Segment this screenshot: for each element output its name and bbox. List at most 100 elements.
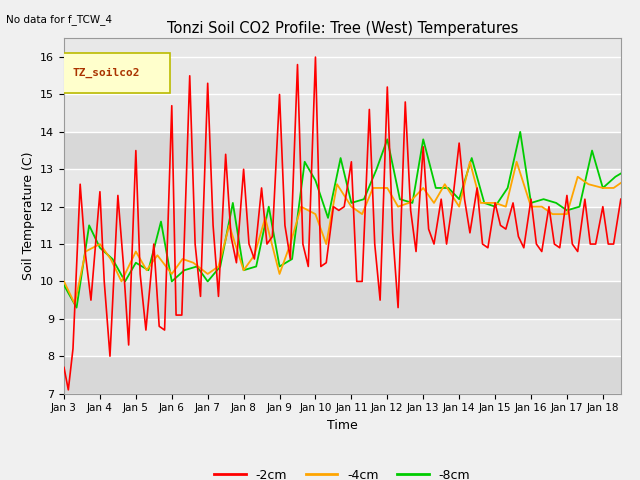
Bar	[64, 169, 621, 207]
-4cm	[527, 204, 535, 210]
-4cm	[250, 252, 258, 258]
-8cm	[396, 196, 404, 202]
-2cm	[161, 327, 168, 333]
-8cm	[563, 207, 571, 213]
-8cm	[540, 196, 547, 202]
-8cm	[324, 215, 332, 221]
X-axis label: Time: Time	[327, 419, 358, 432]
-8cm	[624, 167, 632, 172]
-2cm	[492, 200, 499, 206]
Line: -8cm: -8cm	[64, 132, 628, 308]
Bar	[64, 319, 621, 356]
-4cm	[96, 241, 104, 247]
-4cm	[383, 185, 391, 191]
-8cm	[301, 159, 308, 165]
-4cm	[394, 204, 402, 210]
-4cm	[323, 241, 330, 247]
Bar	[64, 95, 621, 132]
Line: -4cm: -4cm	[64, 162, 625, 304]
-4cm	[276, 271, 284, 277]
-4cm	[574, 174, 582, 180]
-4cm	[513, 159, 520, 165]
-8cm	[121, 278, 129, 284]
-4cm	[154, 252, 161, 258]
Title: Tonzi Soil CO2 Profile: Tree (West) Temperatures: Tonzi Soil CO2 Profile: Tree (West) Temp…	[166, 21, 518, 36]
-4cm	[168, 271, 175, 277]
-2cm	[299, 241, 307, 247]
-8cm	[204, 278, 212, 284]
-4cm	[430, 200, 438, 206]
Bar	[64, 132, 621, 169]
-4cm	[369, 185, 377, 191]
Bar	[64, 356, 621, 394]
-4cm	[466, 159, 474, 165]
-8cm	[145, 267, 152, 273]
-4cm	[240, 267, 248, 273]
-8cm	[588, 148, 596, 154]
-8cm	[109, 256, 116, 262]
Bar	[64, 281, 621, 319]
-4cm	[548, 211, 556, 217]
-8cm	[229, 200, 237, 206]
-4cm	[610, 185, 618, 191]
-8cm	[265, 204, 273, 210]
-4cm	[179, 256, 186, 262]
-4cm	[538, 204, 546, 210]
Bar	[64, 244, 621, 281]
-8cm	[504, 185, 511, 191]
-8cm	[168, 278, 175, 284]
-8cm	[73, 305, 81, 311]
Line: -2cm: -2cm	[64, 57, 621, 390]
-8cm	[408, 200, 416, 206]
Bar	[64, 207, 621, 244]
-4cm	[214, 264, 222, 269]
-8cm	[527, 200, 535, 206]
Text: No data for f_TCW_4: No data for f_TCW_4	[6, 14, 113, 25]
-4cm	[204, 271, 212, 277]
-4cm	[348, 204, 355, 210]
-4cm	[455, 204, 463, 210]
-8cm	[348, 200, 355, 206]
-8cm	[276, 264, 284, 269]
-4cm	[333, 181, 341, 187]
-8cm	[252, 264, 260, 269]
-8cm	[372, 167, 380, 172]
-4cm	[82, 249, 90, 254]
-4cm	[492, 200, 499, 206]
-4cm	[599, 185, 607, 191]
-4cm	[441, 181, 449, 187]
-8cm	[132, 260, 140, 265]
-8cm	[432, 185, 440, 191]
-8cm	[612, 174, 620, 180]
-4cm	[621, 178, 628, 183]
-8cm	[337, 155, 344, 161]
-4cm	[189, 260, 197, 265]
-2cm	[209, 222, 217, 228]
-8cm	[445, 185, 452, 191]
-4cm	[563, 211, 571, 217]
-8cm	[516, 129, 524, 135]
-8cm	[216, 264, 224, 269]
-8cm	[96, 245, 104, 251]
-4cm	[502, 204, 509, 210]
-8cm	[312, 178, 319, 183]
-4cm	[477, 200, 484, 206]
-8cm	[60, 282, 68, 288]
-8cm	[288, 256, 296, 262]
-4cm	[60, 278, 68, 284]
-8cm	[419, 136, 427, 142]
-8cm	[193, 264, 201, 269]
-8cm	[455, 196, 463, 202]
-8cm	[85, 222, 93, 228]
-2cm	[65, 387, 72, 393]
-8cm	[360, 196, 368, 202]
-4cm	[419, 185, 427, 191]
-4cm	[118, 278, 125, 284]
-4cm	[358, 211, 366, 217]
-8cm	[552, 200, 560, 206]
-8cm	[468, 155, 476, 161]
-8cm	[599, 185, 607, 191]
-8cm	[492, 204, 499, 210]
-4cm	[312, 211, 319, 217]
-8cm	[240, 267, 248, 273]
